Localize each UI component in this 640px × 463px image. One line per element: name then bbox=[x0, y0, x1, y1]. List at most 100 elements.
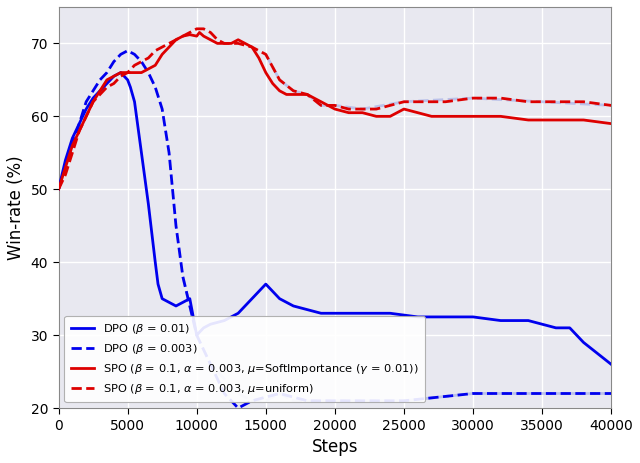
SPO ($\beta$ = 0.1, $\alpha$ = 0.003, $\mu$=uniform) bbox=[387, 103, 394, 108]
SPO ($\beta$ = 0.1, $\alpha$ = 0.003, $\mu$=uniform) bbox=[442, 99, 449, 105]
SPO ($\beta$ = 0.1, $\alpha$ = 0.003, $\mu$=uniform) bbox=[103, 84, 111, 90]
DPO ($\beta$ = 0.003) bbox=[124, 48, 131, 54]
DPO ($\beta$ = 0.003) bbox=[158, 106, 166, 112]
DPO ($\beta$ = 0.003) bbox=[152, 84, 159, 90]
DPO ($\beta$ = 0.003) bbox=[331, 398, 339, 404]
DPO ($\beta$ = 0.01) bbox=[414, 314, 422, 319]
DPO ($\beta$ = 0.003) bbox=[61, 165, 69, 170]
DPO ($\beta$ = 0.01) bbox=[442, 314, 449, 319]
DPO ($\beta$ = 0.003) bbox=[103, 70, 111, 75]
SPO ($\beta$ = 0.1, $\alpha$ = 0.003, $\mu$=uniform) bbox=[214, 37, 221, 43]
SPO ($\beta$ = 0.1, $\alpha$ = 0.003, $\mu$=uniform) bbox=[552, 99, 560, 105]
DPO ($\beta$ = 0.01) bbox=[248, 296, 256, 301]
SPO ($\beta$ = 0.1, $\alpha$ = 0.003, $\mu$=uniform) bbox=[414, 99, 422, 105]
DPO ($\beta$ = 0.01) bbox=[103, 81, 111, 86]
DPO ($\beta$ = 0.003) bbox=[207, 362, 214, 367]
DPO ($\beta$ = 0.01) bbox=[469, 314, 477, 319]
SPO ($\beta$ = 0.1, $\alpha$ = 0.003, $\mu$=uniform) bbox=[497, 95, 504, 101]
DPO ($\beta$ = 0.01) bbox=[61, 157, 69, 163]
SPO ($\beta$ = 0.1, $\alpha$ = 0.003, $\mu$=uniform) bbox=[96, 92, 104, 97]
Legend: DPO ($\beta$ = 0.01), DPO ($\beta$ = 0.003), SPO ($\beta$ = 0.1, $\alpha$ = 0.00: DPO ($\beta$ = 0.01), DPO ($\beta$ = 0.0… bbox=[64, 316, 425, 402]
SPO ($\beta$ = 0.1, $\alpha$ = 0.003, $\mu$=uniform) bbox=[131, 63, 138, 68]
SPO ($\beta$ = 0.1, $\alpha$ = 0.003, $\mu$=uniform) bbox=[372, 106, 380, 112]
SPO ($\beta$ = 0.1, $\alpha$ = 0.003, $\mu$=SoftImportance ($\gamma$ = 0.01)) bbox=[262, 70, 269, 75]
DPO ($\beta$ = 0.01) bbox=[117, 70, 125, 75]
SPO ($\beta$ = 0.1, $\alpha$ = 0.003, $\mu$=uniform) bbox=[221, 41, 228, 46]
SPO ($\beta$ = 0.1, $\alpha$ = 0.003, $\mu$=uniform) bbox=[524, 99, 532, 105]
SPO ($\beta$ = 0.1, $\alpha$ = 0.003, $\mu$=SoftImportance ($\gamma$ = 0.01)) bbox=[54, 187, 62, 192]
DPO ($\beta$ = 0.003) bbox=[172, 223, 180, 229]
SPO ($\beta$ = 0.1, $\alpha$ = 0.003, $\mu$=uniform) bbox=[172, 37, 180, 43]
SPO ($\beta$ = 0.1, $\alpha$ = 0.003, $\mu$=uniform) bbox=[262, 51, 269, 57]
DPO ($\beta$ = 0.01) bbox=[524, 318, 532, 323]
SPO ($\beta$ = 0.1, $\alpha$ = 0.003, $\mu$=uniform) bbox=[89, 99, 97, 105]
Line: DPO ($\beta$ = 0.01): DPO ($\beta$ = 0.01) bbox=[58, 73, 611, 364]
DPO ($\beta$ = 0.01) bbox=[387, 311, 394, 316]
DPO ($\beta$ = 0.003) bbox=[89, 88, 97, 94]
DPO ($\beta$ = 0.003) bbox=[131, 51, 138, 57]
DPO ($\beta$ = 0.01) bbox=[538, 321, 546, 327]
DPO ($\beta$ = 0.01) bbox=[262, 282, 269, 287]
DPO ($\beta$ = 0.003) bbox=[179, 274, 187, 280]
DPO ($\beta$ = 0.01) bbox=[593, 350, 601, 356]
SPO ($\beta$ = 0.1, $\alpha$ = 0.003, $\mu$=uniform) bbox=[193, 26, 200, 31]
DPO ($\beta$ = 0.01) bbox=[221, 318, 228, 323]
DPO ($\beta$ = 0.003) bbox=[234, 405, 242, 411]
DPO ($\beta$ = 0.003) bbox=[117, 51, 125, 57]
SPO ($\beta$ = 0.1, $\alpha$ = 0.003, $\mu$=uniform) bbox=[54, 187, 62, 192]
DPO ($\beta$ = 0.003) bbox=[96, 77, 104, 83]
DPO ($\beta$ = 0.003) bbox=[214, 376, 221, 382]
DPO ($\beta$ = 0.01) bbox=[200, 325, 207, 331]
DPO ($\beta$ = 0.01) bbox=[276, 296, 284, 301]
DPO ($\beta$ = 0.01) bbox=[131, 99, 138, 105]
SPO ($\beta$ = 0.1, $\alpha$ = 0.003, $\mu$=uniform) bbox=[234, 41, 242, 46]
DPO ($\beta$ = 0.01) bbox=[331, 311, 339, 316]
SPO ($\beta$ = 0.1, $\alpha$ = 0.003, $\mu$=SoftImportance ($\gamma$ = 0.01)) bbox=[283, 92, 291, 97]
DPO ($\beta$ = 0.01) bbox=[68, 136, 76, 141]
DPO ($\beta$ = 0.003) bbox=[76, 121, 83, 126]
DPO ($\beta$ = 0.01) bbox=[154, 282, 162, 287]
Y-axis label: Win-rate (%): Win-rate (%) bbox=[7, 155, 25, 260]
DPO ($\beta$ = 0.01) bbox=[303, 307, 311, 313]
DPO ($\beta$ = 0.01) bbox=[158, 296, 166, 301]
DPO ($\beta$ = 0.01) bbox=[552, 325, 560, 331]
DPO ($\beta$ = 0.003) bbox=[145, 70, 152, 75]
SPO ($\beta$ = 0.1, $\alpha$ = 0.003, $\mu$=uniform) bbox=[317, 103, 325, 108]
DPO ($\beta$ = 0.01) bbox=[607, 362, 615, 367]
DPO ($\beta$ = 0.01) bbox=[289, 303, 297, 309]
SPO ($\beta$ = 0.1, $\alpha$ = 0.003, $\mu$=uniform) bbox=[400, 99, 408, 105]
DPO ($\beta$ = 0.01) bbox=[580, 340, 588, 345]
DPO ($\beta$ = 0.003) bbox=[54, 187, 62, 192]
DPO ($\beta$ = 0.003) bbox=[303, 398, 311, 404]
DPO ($\beta$ = 0.003) bbox=[165, 150, 173, 156]
SPO ($\beta$ = 0.1, $\alpha$ = 0.003, $\mu$=uniform) bbox=[358, 106, 366, 112]
SPO ($\beta$ = 0.1, $\alpha$ = 0.003, $\mu$=uniform) bbox=[117, 74, 125, 79]
SPO ($\beta$ = 0.1, $\alpha$ = 0.003, $\mu$=uniform) bbox=[68, 150, 76, 156]
SPO ($\beta$ = 0.1, $\alpha$ = 0.003, $\mu$=uniform) bbox=[580, 99, 588, 105]
DPO ($\beta$ = 0.01) bbox=[124, 77, 131, 83]
Line: DPO ($\beta$ = 0.003): DPO ($\beta$ = 0.003) bbox=[58, 51, 611, 408]
SPO ($\beta$ = 0.1, $\alpha$ = 0.003, $\mu$=uniform) bbox=[289, 88, 297, 94]
DPO ($\beta$ = 0.01) bbox=[234, 311, 242, 316]
SPO ($\beta$ = 0.1, $\alpha$ = 0.003, $\mu$=uniform) bbox=[331, 103, 339, 108]
DPO ($\beta$ = 0.01) bbox=[207, 321, 214, 327]
SPO ($\beta$ = 0.1, $\alpha$ = 0.003, $\mu$=uniform) bbox=[227, 41, 235, 46]
SPO ($\beta$ = 0.1, $\alpha$ = 0.003, $\mu$=uniform) bbox=[110, 81, 118, 86]
SPO ($\beta$ = 0.1, $\alpha$ = 0.003, $\mu$=uniform) bbox=[248, 44, 256, 50]
DPO ($\beta$ = 0.01) bbox=[145, 201, 152, 206]
DPO ($\beta$ = 0.003) bbox=[193, 332, 200, 338]
DPO ($\beta$ = 0.003) bbox=[221, 391, 228, 396]
DPO ($\beta$ = 0.003) bbox=[248, 398, 256, 404]
DPO ($\beta$ = 0.01) bbox=[172, 303, 180, 309]
DPO ($\beta$ = 0.01) bbox=[165, 300, 173, 305]
Line: SPO ($\beta$ = 0.1, $\alpha$ = 0.003, $\mu$=uniform): SPO ($\beta$ = 0.1, $\alpha$ = 0.003, $\… bbox=[58, 29, 611, 189]
SPO ($\beta$ = 0.1, $\alpha$ = 0.003, $\mu$=uniform) bbox=[607, 103, 615, 108]
SPO ($\beta$ = 0.1, $\alpha$ = 0.003, $\mu$=uniform) bbox=[138, 59, 145, 64]
SPO ($\beta$ = 0.1, $\alpha$ = 0.003, $\mu$=uniform) bbox=[469, 95, 477, 101]
DPO ($\beta$ = 0.01) bbox=[566, 325, 573, 331]
DPO ($\beta$ = 0.01) bbox=[110, 74, 118, 79]
SPO ($\beta$ = 0.1, $\alpha$ = 0.003, $\mu$=uniform) bbox=[200, 26, 207, 31]
SPO ($\beta$ = 0.1, $\alpha$ = 0.003, $\mu$=SoftImportance ($\gamma$ = 0.01)) bbox=[269, 81, 276, 86]
DPO ($\beta$ = 0.003) bbox=[400, 398, 408, 404]
DPO ($\beta$ = 0.01) bbox=[89, 95, 97, 101]
